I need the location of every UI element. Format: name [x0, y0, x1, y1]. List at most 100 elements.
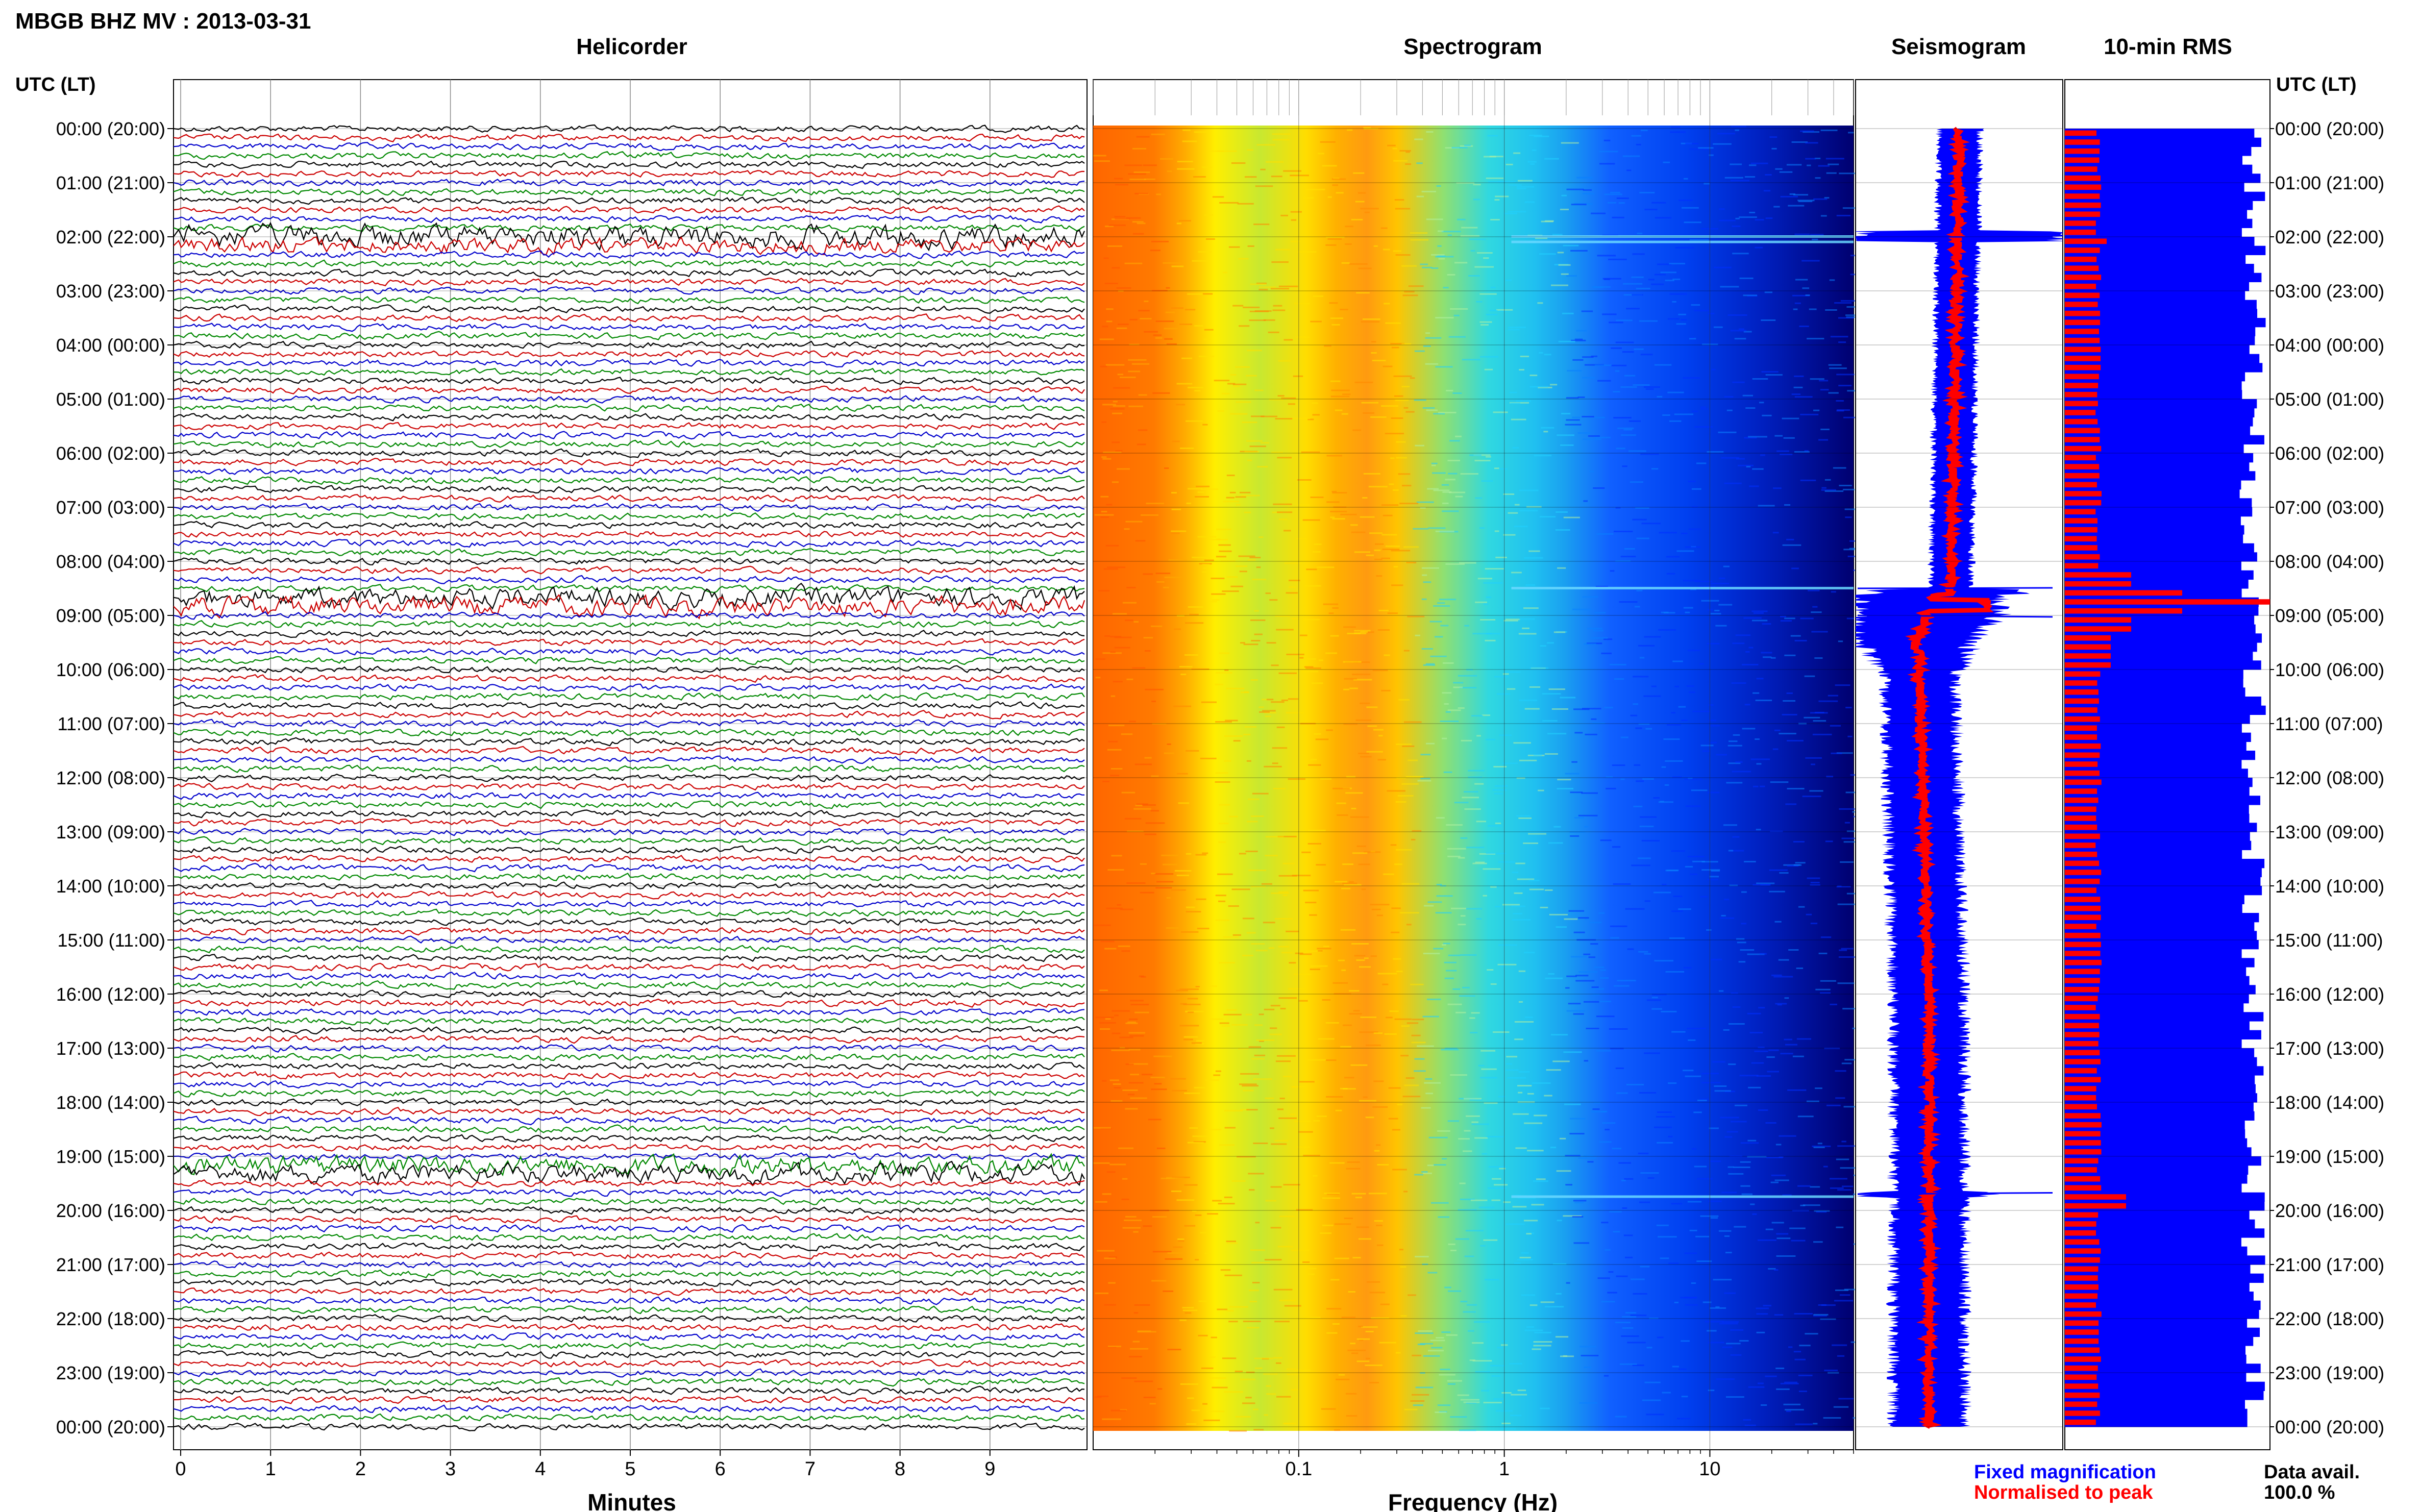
spectrogram-texel: [1718, 219, 1736, 221]
spectrogram-texel: [1453, 314, 1460, 316]
rms-normalised-bar: [2065, 275, 2102, 280]
spectrogram-texel: [1701, 1073, 1719, 1075]
spectrogram-texel: [1783, 1403, 1801, 1405]
spectrogram-texel: [1348, 1291, 1355, 1293]
spectrogram-texel: [1385, 322, 1401, 324]
spectrogram-texel: [1557, 567, 1566, 569]
spectrogram-texel: [1426, 218, 1443, 220]
spectrogram-texel: [1125, 1216, 1137, 1218]
rms-normalised-bar: [2065, 698, 2099, 704]
spectrogram-texel: [1742, 394, 1753, 396]
rms-fixed-bar: [2065, 191, 2265, 201]
spectrogram-texel: [1266, 1385, 1271, 1387]
spectrogram-texel: [1188, 488, 1203, 490]
spectrogram-texel: [1687, 1201, 1702, 1203]
spectrogram-texel: [1271, 261, 1289, 263]
spectrogram-texel: [1305, 667, 1321, 669]
spectrogram-texel: [1691, 304, 1700, 306]
spectrogram-texel: [1273, 1357, 1282, 1359]
spectrogram-texel: [1487, 969, 1494, 971]
spectrogram-texel: [1448, 954, 1461, 956]
spectrogram-texel: [1221, 1025, 1230, 1027]
spectrogram-texel: [1573, 1242, 1590, 1244]
spectrogram-texel: [1151, 873, 1156, 875]
spectrogram-texel: [1464, 1255, 1474, 1257]
spectrogram-texel: [1270, 288, 1289, 290]
spectrogram-texel: [1735, 217, 1740, 219]
spectrogram-texel: [1752, 884, 1771, 886]
spectrogram-texel: [1127, 830, 1144, 832]
helicorder-trace: [174, 1287, 1085, 1296]
rms-fixed-bar: [2065, 1147, 2252, 1157]
spectrogram-texel: [1627, 948, 1634, 950]
spectrogram-texel: [1573, 1013, 1584, 1015]
helicorder-trace: [174, 1143, 1085, 1152]
rms-fixed-bar: [2065, 1039, 2242, 1049]
spectrogram-texel: [1508, 211, 1526, 213]
spectrogram-texel: [1794, 640, 1807, 641]
spectrogram-texel: [1784, 1038, 1792, 1040]
spectrogram-texel: [1508, 327, 1526, 328]
spectrogram-texel: [1434, 1164, 1446, 1166]
spectrogram-texel: [1397, 1104, 1403, 1106]
rms-normalised-bar: [2065, 193, 2100, 199]
spectrogram-texel: [1688, 528, 1701, 530]
spectrogram-texel: [1740, 1185, 1750, 1187]
spectrogram-texel: [1342, 393, 1351, 395]
spectrogram-texel: [1614, 678, 1624, 680]
spectrogram-texel: [1579, 1402, 1597, 1404]
spectrogram-texel: [1276, 1396, 1291, 1398]
spectrogram-texel: [1732, 642, 1745, 645]
seismogram-title: Seismogram: [1891, 34, 2026, 59]
spectrogram-texel: [1249, 445, 1266, 448]
spectrogram-texel: [1708, 1200, 1722, 1202]
spectrogram-texel: [1355, 719, 1372, 721]
spectrogram-texel: [1262, 699, 1267, 701]
spectrogram-texel: [1739, 1075, 1759, 1077]
spectrogram-texel: [1544, 354, 1551, 356]
spectrogram-texel: [1593, 286, 1603, 288]
spectrogram-texel: [1164, 328, 1178, 330]
spectrogram-texel: [1202, 1403, 1207, 1405]
spectrogram-texel: [1774, 435, 1783, 437]
spectrogram-texel: [1144, 833, 1156, 835]
spectrogram-texel: [1646, 999, 1662, 1001]
spectrogram-texel: [1835, 1070, 1846, 1072]
spectrogram-texel: [1601, 1301, 1615, 1303]
spectrogram-texel: [1820, 936, 1832, 938]
spectrogram-texel: [1539, 516, 1556, 518]
rms-normalised-bar: [2065, 1158, 2099, 1164]
spectrogram-texel: [1770, 657, 1776, 659]
spectrogram-texel: [1752, 468, 1764, 470]
rms-fixed-bar: [2065, 1300, 2261, 1310]
spectrogram-texel: [1439, 1374, 1455, 1376]
seismogram-panel: [1855, 79, 2063, 1450]
legend-fixed-magnification: Fixed magnification: [1974, 1461, 2156, 1483]
rms-normalised-bar: [2065, 761, 2098, 767]
spectrogram-texel: [1420, 1372, 1425, 1374]
spectrogram-texel: [1219, 550, 1232, 552]
spectrogram-texel: [1626, 169, 1632, 171]
time-label: 03:00 (23:00): [2275, 281, 2384, 302]
spectrogram-texel: [1758, 1047, 1765, 1049]
spectrogram-texel: [1384, 1033, 1397, 1035]
spectrogram-texel: [1494, 792, 1503, 795]
spectrogram-texel: [1207, 1213, 1218, 1215]
spectrogram-texel: [1376, 1144, 1381, 1146]
spectrogram-texel: [1288, 988, 1305, 990]
spectrogram-texel: [1709, 876, 1719, 878]
rms-normalised-bar: [2065, 1194, 2126, 1200]
spectrogram-texel: [1651, 202, 1666, 204]
spectrogram-texel: [1197, 928, 1210, 930]
time-label: 15:00 (11:00): [2275, 930, 2383, 951]
spectrogram-texel: [1487, 135, 1498, 137]
spectrogram-texel: [1442, 692, 1452, 694]
spectrogram-texel: [1495, 785, 1508, 787]
spectrogram-texel: [1404, 291, 1415, 293]
rms-fixed-bar: [2065, 1346, 2245, 1355]
rms-fixed-bar: [2065, 832, 2250, 841]
spectrogram-texel: [1442, 491, 1451, 493]
spectrogram-texel: [1601, 652, 1612, 654]
spectrogram-texel: [1697, 1100, 1707, 1101]
spectrogram-texel: [1502, 762, 1518, 764]
